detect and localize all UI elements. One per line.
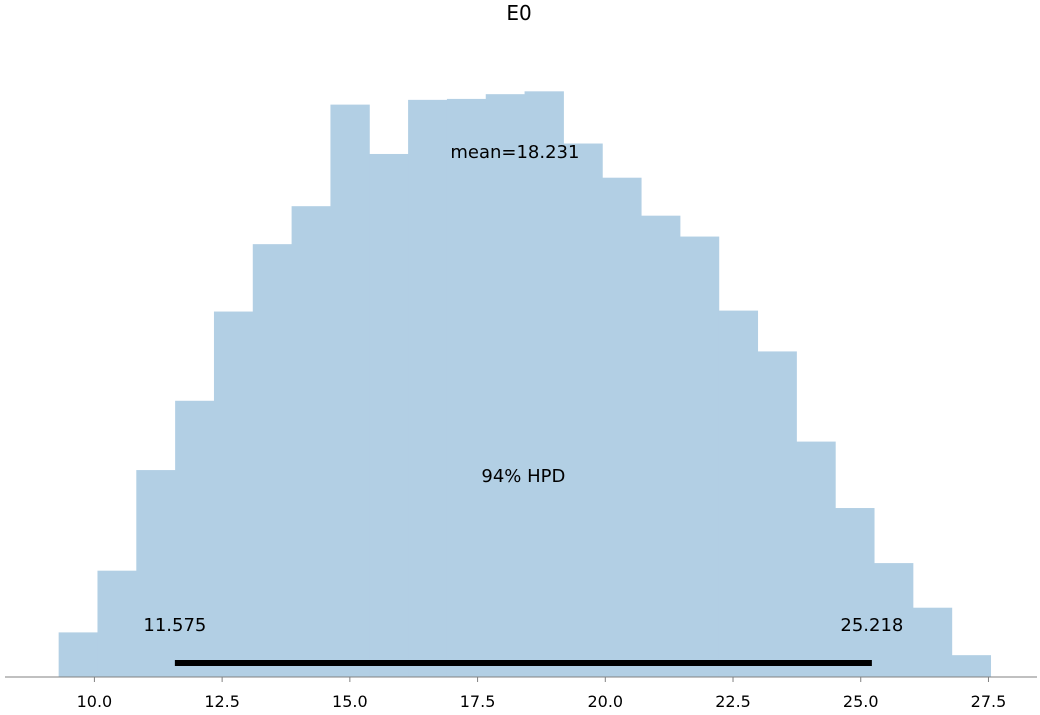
x-tick-label: 20.0	[587, 692, 623, 711]
histogram-bar	[252, 244, 293, 678]
x-tick-label: 12.5	[204, 692, 240, 711]
hpd-high-label: 25.218	[840, 615, 903, 636]
histogram-bar	[796, 441, 836, 677]
histogram-bar	[330, 104, 370, 678]
mean-annotation: mean=18.231	[450, 142, 579, 163]
histogram-bar	[408, 99, 448, 678]
histogram-bar	[97, 570, 137, 677]
hpd-annotation: 94% HPD	[481, 466, 565, 487]
x-tick-label: 17.5	[460, 692, 496, 711]
histogram-bar	[291, 206, 331, 678]
histogram-bar	[485, 94, 526, 678]
histogram-bar	[563, 143, 603, 678]
x-tick-label: 10.0	[77, 692, 113, 711]
histogram-bar	[951, 655, 992, 677]
histogram-bar	[175, 400, 215, 677]
histogram-bar	[369, 153, 409, 677]
histogram-bar	[641, 215, 681, 678]
x-tick-label: 22.5	[715, 692, 751, 711]
histogram-bar	[524, 91, 564, 678]
x-tick-label: 15.0	[332, 692, 368, 711]
histogram-bar	[136, 470, 176, 677]
x-axis-ticks: 10.0 12.5 15.0 17.5 20.0 22.5 25.0 27.5	[77, 677, 1007, 711]
chart-title: E0	[506, 1, 531, 25]
histogram-bar	[679, 236, 720, 677]
hpd-low-label: 11.575	[143, 615, 206, 636]
histogram-bar	[446, 98, 487, 678]
x-tick-label: 25.0	[843, 692, 879, 711]
histogram-bar	[602, 177, 642, 677]
histogram-bar	[213, 311, 254, 677]
histogram-bar	[58, 632, 98, 677]
histogram-bar	[835, 508, 875, 677]
histogram-bar	[874, 563, 914, 677]
histogram-bar	[757, 351, 797, 677]
x-tick-label: 27.5	[971, 692, 1007, 711]
histogram-bar	[912, 607, 953, 677]
histogram-bars	[58, 91, 992, 678]
histogram-bar	[718, 310, 759, 677]
